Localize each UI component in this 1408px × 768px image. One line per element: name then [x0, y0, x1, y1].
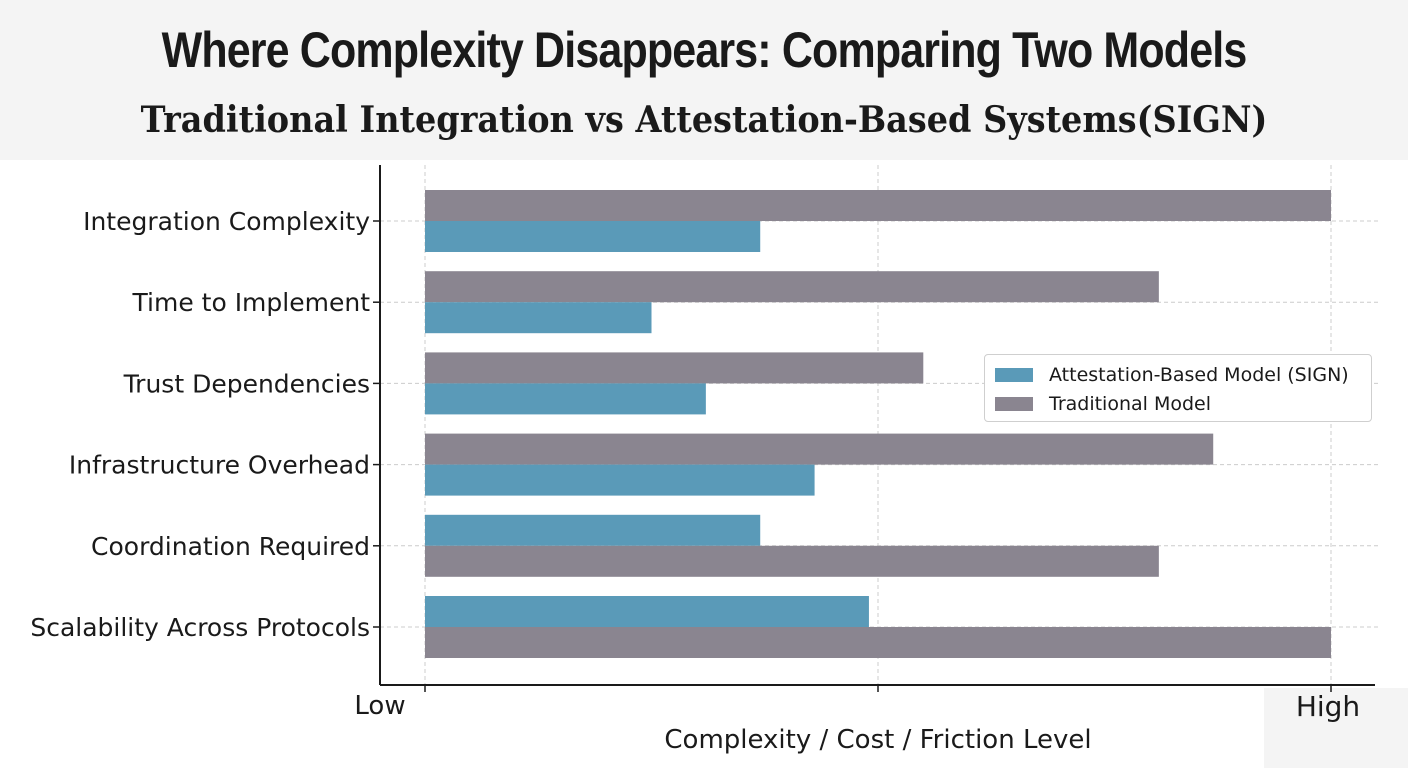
chart-title: Where Complexity Disappears: Comparing T…: [161, 22, 1248, 78]
x-tick-label-high: High: [1296, 690, 1360, 723]
y-tick-label-3: Infrastructure Overhead: [69, 451, 370, 480]
bar-sign-1: [425, 302, 652, 334]
legend-entry-traditional: Traditional Model: [995, 392, 1211, 416]
bar-sign-0: [425, 221, 761, 252]
y-tick-label-4: Coordination Required: [91, 532, 370, 561]
legend-swatch-traditional: [995, 397, 1033, 411]
bar-sign-3: [425, 464, 815, 496]
legend-label-sign: Attestation-Based Model (SIGN): [1049, 364, 1349, 386]
chart-legend: Attestation-Based Model (SIGN) Tradition…: [984, 354, 1372, 422]
legend-swatch-sign: [995, 368, 1033, 382]
bar-traditional-4: [425, 545, 1159, 577]
bar-traditional-1: [425, 271, 1159, 303]
x-tick-label-low: Low: [354, 691, 405, 721]
bar-sign-4: [425, 514, 761, 546]
legend-entry-sign: Attestation-Based Model (SIGN): [995, 363, 1349, 387]
y-tick-label-0: Integration Complexity: [83, 207, 370, 236]
bar-traditional-5: [425, 627, 1331, 658]
y-tick-label-2: Trust Dependencies: [123, 369, 370, 398]
legend-label-traditional: Traditional Model: [1049, 393, 1212, 415]
header-band: Where Complexity Disappears: Comparing T…: [0, 0, 1408, 160]
bar-sign-5: [425, 596, 869, 627]
y-tick-label-5: Scalability Across Protocols: [30, 613, 370, 642]
corner-panel: [1264, 688, 1408, 768]
chart-subtitle: Traditional Integration vs Attestation-B…: [140, 99, 1268, 141]
bar-traditional-3: [425, 433, 1214, 465]
bar-traditional-2: [425, 352, 924, 384]
y-tick-label-1: Time to Implement: [132, 288, 371, 317]
x-axis-label: Complexity / Cost / Friction Level: [664, 725, 1091, 755]
bar-sign-2: [425, 383, 706, 415]
bar-traditional-0: [425, 190, 1331, 221]
